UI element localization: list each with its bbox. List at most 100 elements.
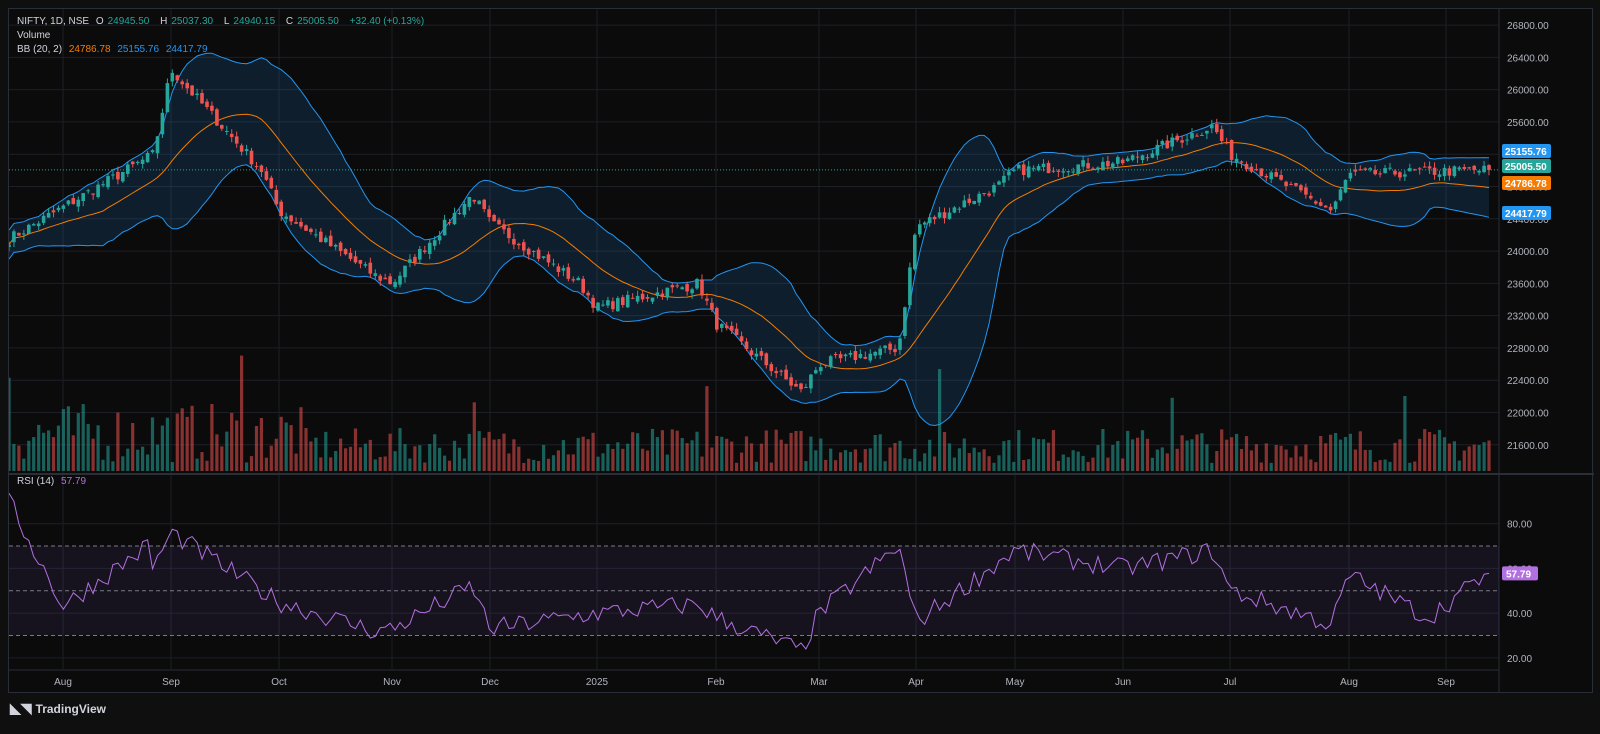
candle-body (858, 354, 863, 358)
volume-bar (150, 417, 155, 471)
volume-bar (259, 418, 263, 471)
candle-body (814, 370, 818, 374)
tradingview-logo-icon: ◣◥ (10, 700, 32, 716)
candle-body (185, 82, 189, 89)
chart-canvas[interactable]: 21600.00 22000.00 22400.00 22800.00 23200.00… (9, 9, 1594, 694)
candle-body (888, 343, 892, 350)
volume-bar (1230, 437, 1234, 471)
candle-body (1081, 160, 1085, 167)
candle-body (1413, 169, 1417, 171)
volume-bar (1447, 443, 1451, 471)
chart-container[interactable]: 21600.00 22000.00 22400.00 22800.00 23200.00… (8, 8, 1594, 694)
volume-bar (111, 461, 115, 471)
candle-body (1358, 169, 1363, 171)
candle-body (304, 225, 308, 231)
candle-body (799, 383, 803, 390)
volume-bar (1353, 449, 1357, 471)
volume-bar (863, 449, 867, 471)
candle-body (22, 233, 26, 235)
symbol-label[interactable]: NIFTY, 1D, NSE (17, 16, 90, 27)
candle-body (1150, 153, 1155, 158)
volume-bar (1096, 445, 1100, 471)
volume-bar (116, 412, 120, 471)
price-axis-label: 24000.00 (1507, 247, 1549, 258)
candle-body (952, 207, 957, 213)
rsi-label: RSI (14) (17, 476, 55, 487)
candle-body (611, 301, 615, 310)
volume-bar (1022, 460, 1026, 471)
candle-body (898, 338, 902, 350)
rsi-axis-label: 80.00 (1507, 520, 1532, 531)
candle-body (61, 205, 66, 209)
volume-bar (1348, 433, 1352, 471)
price-axis-label: 21600.00 (1507, 441, 1549, 452)
candle-body (932, 216, 937, 220)
candle-body (789, 377, 793, 386)
candle-body (1408, 168, 1412, 172)
volume-bar (27, 440, 31, 471)
volume-bar (690, 440, 694, 471)
volume-bar (1220, 429, 1224, 471)
candle-body (972, 201, 976, 205)
volume-bar (314, 437, 318, 471)
rsi-legend[interactable]: RSI (14) 57.79 (17, 476, 90, 488)
candle-body (1031, 167, 1036, 169)
candle-body (259, 165, 264, 172)
candle-body (863, 357, 868, 359)
candle-body (1215, 124, 1219, 133)
candle-body (1051, 170, 1056, 172)
candle-body (66, 200, 71, 205)
volume-bar (403, 444, 407, 471)
volume-bar (195, 458, 199, 471)
candle-body (1368, 168, 1372, 170)
bb-basis-line (9, 113, 1490, 370)
candle-body (27, 224, 31, 234)
volume-bar (86, 424, 90, 471)
candle-body (828, 356, 833, 367)
candle-body (596, 302, 600, 311)
volume-bar (22, 458, 26, 471)
volume-bar (324, 431, 328, 471)
volume-bar (616, 442, 620, 471)
volume-bar (205, 460, 209, 471)
volume-bar (883, 461, 887, 471)
candle-body (1417, 168, 1422, 170)
volume-bar (1467, 446, 1471, 471)
volume-bar (987, 456, 991, 471)
candle-body (269, 177, 274, 189)
volume-legend[interactable]: Volume (17, 30, 54, 42)
volume-bar (759, 443, 763, 471)
candle-body (705, 298, 709, 301)
candle-body (383, 277, 387, 280)
footer (0, 693, 1600, 734)
tradingview-logo[interactable]: ◣◥ TradingView (10, 700, 106, 717)
candle-body (487, 209, 491, 217)
volume-bar (1002, 441, 1006, 471)
volume-bar (1319, 436, 1323, 471)
candle-body (690, 289, 694, 294)
volume-bar (294, 453, 298, 471)
candle-body (1190, 133, 1194, 139)
candle-body (1205, 130, 1209, 134)
candle-body (749, 350, 754, 355)
volume-bar (1175, 448, 1179, 471)
candle-body (1437, 174, 1442, 177)
volume-bar (888, 447, 892, 471)
candle-body (1318, 202, 1323, 206)
candle-body (482, 199, 486, 209)
volume-bar (438, 447, 442, 471)
candle-body (536, 249, 541, 259)
volume-bar (200, 452, 204, 471)
candle-body (531, 251, 536, 252)
volume-bar (794, 431, 798, 471)
bb-legend[interactable]: BB (20, 2) 24786.78 25155.76 24417.79 (17, 44, 212, 56)
candle-body (328, 235, 333, 247)
volume-bar (754, 461, 758, 471)
price-tag-label: 25155.76 (1505, 147, 1547, 158)
volume-bar (1408, 462, 1412, 471)
candle-body (492, 215, 496, 222)
volume-bar (809, 436, 813, 471)
candle-body (1398, 172, 1402, 178)
volume-bar (720, 436, 724, 471)
candle-body (893, 349, 897, 353)
